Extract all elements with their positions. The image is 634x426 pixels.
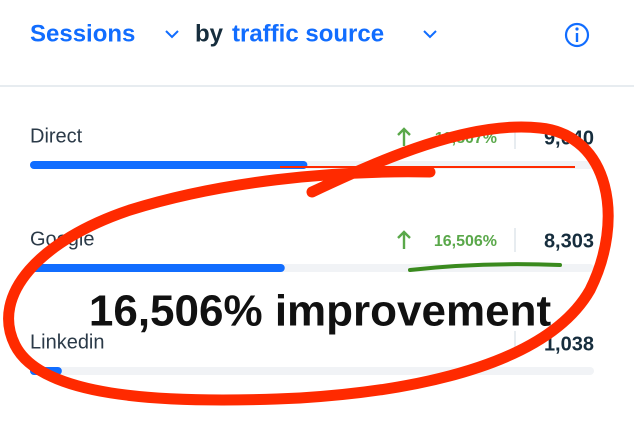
sessions-value: 8,303	[544, 230, 594, 252]
annotations: 16,506% improvement	[3, 121, 614, 406]
green-underline	[408, 262, 562, 272]
red-circle	[3, 121, 614, 406]
by-label: by	[195, 20, 224, 47]
bar	[30, 264, 285, 272]
metric-select[interactable]: Sessions	[30, 20, 135, 47]
up-arrow	[397, 230, 411, 249]
source-name: Direct	[30, 125, 83, 147]
chevron[interactable]	[423, 30, 437, 39]
up-arrow	[397, 127, 411, 146]
bar	[30, 161, 308, 169]
sessions-value: 1,038	[544, 333, 594, 355]
info-icon[interactable]	[564, 22, 590, 48]
bar-track	[30, 367, 594, 375]
chevron[interactable]	[165, 30, 179, 39]
change-value: 16,506%	[434, 233, 497, 250]
annotation-text: 16,506% improvement	[89, 287, 552, 336]
dimension-select[interactable]: traffic source	[232, 20, 384, 47]
source-name: Linkedin	[30, 331, 105, 353]
